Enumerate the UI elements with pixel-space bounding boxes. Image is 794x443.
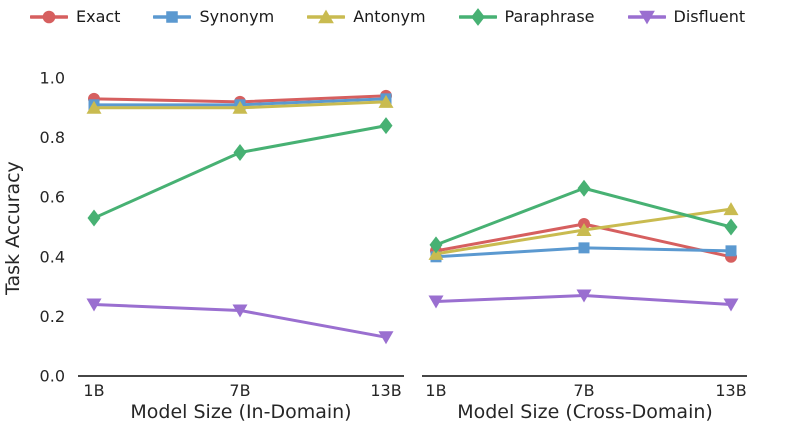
legend-entry-disfluent: Disfluent <box>627 7 746 26</box>
synonym-square-icon <box>153 11 192 23</box>
x-axis-label-cross-domain: Model Size (Cross-Domain) <box>457 401 713 423</box>
disfluent-triangle-down-icon <box>627 10 666 25</box>
svg-text:0.0: 0.0 <box>40 367 65 386</box>
legend-entry-antonym: Antonym <box>307 7 426 26</box>
legend-entry-paraphrase: Paraphrase <box>458 7 595 26</box>
svg-text:1B: 1B <box>425 381 446 400</box>
svg-text:7B: 7B <box>229 381 250 400</box>
paraphrase-diamond-icon <box>458 8 497 26</box>
svg-text:1B: 1B <box>83 381 104 400</box>
svg-text:0.2: 0.2 <box>40 307 65 326</box>
legend-label-disfluent: Disfluent <box>673 7 746 26</box>
y-axis-label: Task Accuracy <box>2 161 24 295</box>
legend-label-exact: Exact <box>76 7 121 26</box>
svg-text:0.4: 0.4 <box>40 247 65 266</box>
svg-text:0.8: 0.8 <box>40 128 65 147</box>
x-axis-label-in-domain: Model Size (In-Domain) <box>130 401 352 423</box>
svg-text:7B: 7B <box>573 381 594 400</box>
legend-label-paraphrase: Paraphrase <box>504 7 595 26</box>
legend: Exact Synonym Antonym Paraphrase Disflue… <box>30 8 745 26</box>
svg-text:13B: 13B <box>715 381 746 400</box>
exact-circle-icon <box>30 10 68 24</box>
svg-text:1.0: 1.0 <box>40 69 65 88</box>
legend-label-synonym: Synonym <box>199 7 275 26</box>
svg-text:13B: 13B <box>370 381 401 400</box>
legend-label-antonym: Antonym <box>353 7 426 26</box>
svg-text:0.6: 0.6 <box>40 188 65 207</box>
legend-entry-exact: Exact <box>30 8 120 26</box>
antonym-triangle-up-icon <box>307 9 346 24</box>
legend-entry-synonym: Synonym <box>153 8 274 26</box>
